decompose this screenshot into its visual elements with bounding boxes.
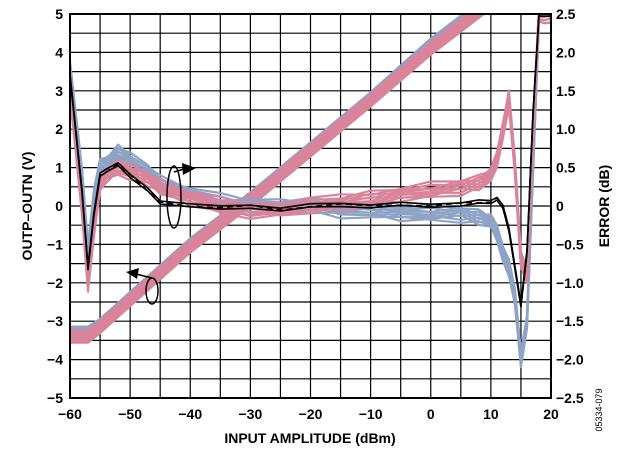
y2-tick-label: −2.0 — [556, 352, 584, 368]
series-line-pink-left — [70, 14, 482, 341]
y2-tick-label: 0 — [556, 198, 564, 214]
y2-tick-label: 1.0 — [556, 121, 576, 137]
series-line-black-right — [70, 14, 551, 308]
y-tick-label: 1 — [55, 160, 63, 176]
y2-tick-label: −1.5 — [556, 313, 584, 329]
series-line-pink-left — [70, 14, 478, 338]
x-tick-labels: −60 −50 −40 −30 −20 −10 0 10 20 — [58, 406, 559, 422]
right-axis-arrow-head — [182, 163, 196, 175]
x-tick-label: 10 — [483, 406, 499, 422]
x-tick-label: 20 — [543, 406, 559, 422]
y2-tick-labels: −2.5 −2.0 −1.5 −1.0 −0.5 0 0.5 1.0 1.5 2.0 2.5 — [556, 6, 584, 406]
left-axis-arrow-line — [135, 273, 153, 279]
y-tick-label: 3 — [55, 83, 63, 99]
series-line-pink-left — [70, 14, 470, 332]
y2-tick-label: −0.5 — [556, 236, 584, 252]
y2-tick-label: 2.0 — [556, 44, 576, 60]
figure-id: 05334-079 — [594, 388, 604, 431]
y-tick-label: −2 — [47, 275, 63, 291]
series-line-pink-left — [70, 14, 484, 343]
right-axis-arrow-line — [173, 168, 185, 173]
y-tick-labels: −5 −4 −3 −2 −1 0 1 2 3 4 5 — [47, 6, 63, 406]
plot-frame — [69, 13, 552, 399]
x-tick-label: −50 — [118, 406, 142, 422]
series-line-pink-left — [70, 14, 476, 337]
x-tick-label: 0 — [427, 406, 435, 422]
y2-tick-label: −2.5 — [556, 390, 584, 406]
y-tick-label: −3 — [47, 313, 63, 329]
y-tick-label: −5 — [47, 390, 63, 406]
series-line-pink-left — [70, 14, 480, 340]
y2-axis-title: ERROR (dB) — [596, 165, 612, 247]
x-tick-label: −20 — [299, 406, 323, 422]
x-tick-label: −60 — [58, 406, 82, 422]
y-tick-label: 4 — [55, 44, 63, 60]
x-tick-label: −30 — [239, 406, 263, 422]
y2-tick-label: 2.5 — [556, 6, 576, 22]
right-axis-marker-ellipse — [166, 165, 182, 229]
series-layer — [70, 14, 551, 369]
y-tick-label: 2 — [55, 121, 63, 137]
series-line-pink-left — [70, 14, 474, 335]
left-axis-arrow-head — [126, 268, 139, 279]
series-line-blue-left — [70, 14, 465, 328]
y-tick-label: 5 — [55, 6, 63, 22]
x-axis-title: INPUT AMPLITUDE (dBm) — [224, 430, 395, 446]
x-tick-label: −40 — [178, 406, 202, 422]
axis-annotations — [126, 163, 196, 305]
series-line-pink-left — [70, 14, 472, 334]
y-tick-label: 0 — [55, 198, 63, 214]
y-axis-title: OUTP–OUTN (V) — [19, 152, 35, 261]
y2-tick-label: 1.5 — [556, 83, 576, 99]
y-tick-label: −1 — [47, 236, 63, 252]
x-tick-label: −10 — [359, 406, 383, 422]
y2-tick-label: −1.0 — [556, 275, 584, 291]
y2-tick-label: 0.5 — [556, 160, 576, 176]
series-line-black-right — [70, 14, 540, 305]
series-line-pink-left — [70, 14, 486, 344]
y-tick-label: −4 — [47, 352, 63, 368]
